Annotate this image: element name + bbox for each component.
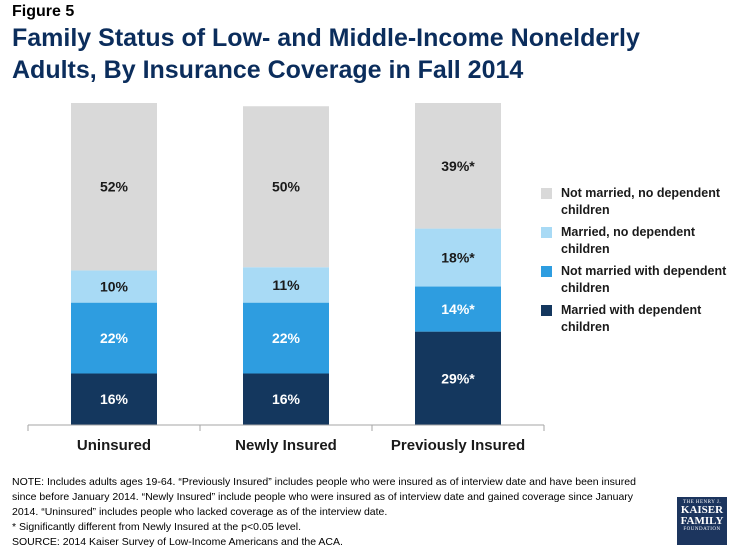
bar-segment: [415, 228, 501, 287]
data-label: 18%*: [441, 250, 475, 266]
bar-segment: [243, 106, 329, 268]
legend-swatch: [541, 227, 552, 238]
bar-segment: [71, 103, 157, 271]
data-label: 10%: [100, 279, 129, 295]
bar-segment: [415, 286, 501, 332]
figure-label: Figure 5: [12, 3, 75, 20]
data-label: 14%*: [441, 301, 475, 317]
data-label: 52%: [100, 179, 129, 195]
legend-swatch: [541, 305, 552, 316]
bar-segment: [415, 331, 501, 425]
data-label: 29%*: [441, 370, 475, 386]
logo-line3: FAMILY: [680, 515, 724, 527]
bar-segment: [71, 373, 157, 425]
legend-swatch: [541, 188, 552, 199]
legend-label: Married, no dependent children: [561, 225, 696, 256]
footer-source: SOURCE: 2014 Kaiser Survey of Low-Income…: [12, 536, 343, 548]
stacked-bar-chart: 16% 22% 10% 52% Uninsured 16% 22% 11% 50% Newly I…: [27, 103, 545, 454]
x-tick-label: Uninsured: [77, 437, 151, 454]
logo-line4: FOUNDATION: [683, 527, 721, 532]
legend-label: Married with dependent children: [561, 303, 702, 334]
footer-notes: NOTE: Includes adults ages 19-64. “Previ…: [12, 475, 652, 550]
data-label: 22%: [100, 330, 129, 346]
bar-segment: [71, 270, 157, 303]
data-label: 16%: [272, 391, 301, 407]
bar-segment: [243, 373, 329, 425]
kff-logo: THE HENRY J. KAISER FAMILY FOUNDATION: [677, 497, 727, 545]
x-tick-label: Newly Insured: [235, 437, 337, 454]
data-label: 22%: [272, 330, 301, 346]
bar-segment: [243, 267, 329, 303]
footer-significance: * Significantly different from Newly Ins…: [12, 521, 302, 533]
bar-segment: [71, 302, 157, 374]
data-label: 50%: [272, 179, 301, 195]
x-tick-label: Previously Insured: [391, 437, 525, 454]
bar-segment: [243, 302, 329, 374]
legend-label: Not married with dependent children: [561, 264, 727, 295]
legend-label: Not married, no dependent children: [561, 186, 721, 217]
footer-note: NOTE: Includes adults ages 19-64. “Previ…: [12, 476, 636, 518]
data-label: 11%: [272, 277, 300, 293]
legend-swatch: [541, 266, 552, 277]
chart-title: Family Status of Low- and Middle-Income …: [12, 24, 640, 84]
data-label: 39%*: [441, 158, 475, 174]
data-label: 16%: [100, 391, 129, 407]
logo-line1: THE HENRY J.: [682, 500, 722, 505]
logo-line2: KAISER: [680, 504, 724, 516]
bar-segment: [415, 103, 501, 229]
